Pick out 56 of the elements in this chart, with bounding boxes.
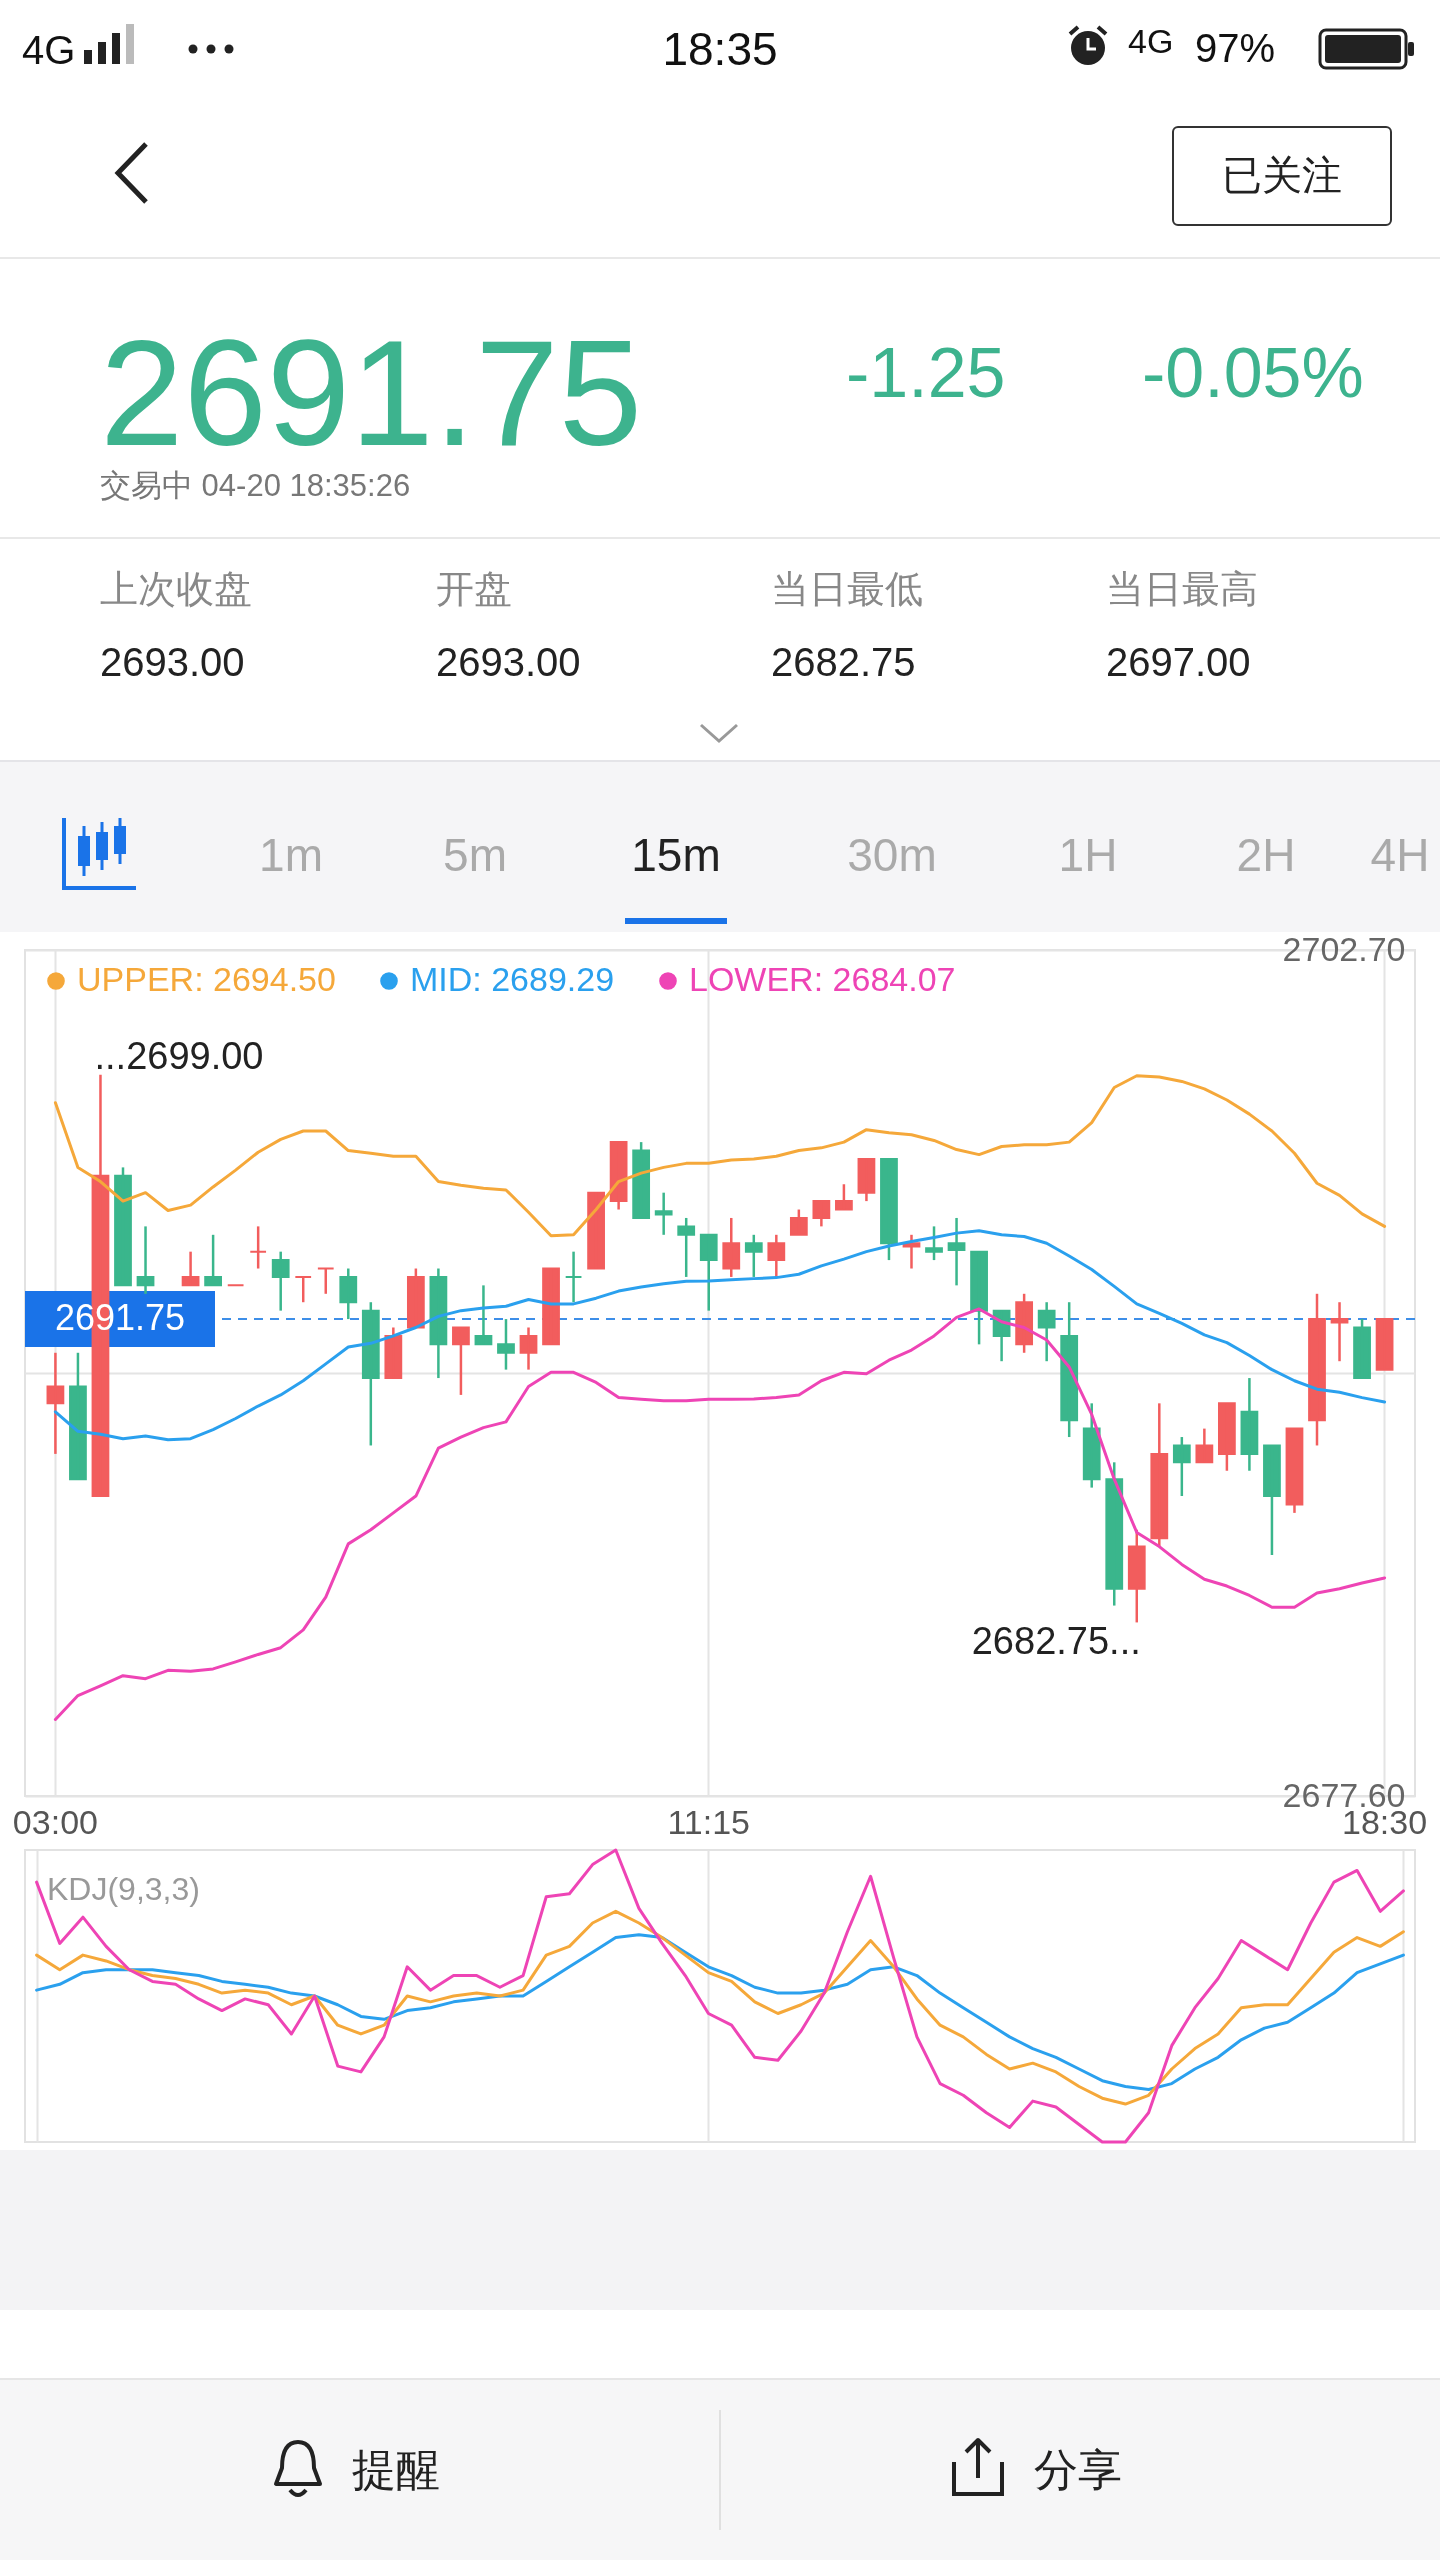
candlestick [452, 1326, 470, 1397]
y-tick-label: 2702.70 [1282, 929, 1406, 968]
candlestick [677, 1216, 696, 1279]
candlestick [835, 1183, 853, 1211]
text: 2682.75 [771, 640, 916, 684]
text: 4G [1128, 22, 1174, 60]
candlestick [654, 1191, 673, 1237]
text: 已关注 [1222, 153, 1342, 197]
candlestick [564, 1250, 583, 1304]
candlestick [880, 1157, 898, 1262]
candlestick [204, 1233, 222, 1287]
candlestick [1375, 1318, 1394, 1371]
candlestick [744, 1233, 763, 1279]
text: 提醒 [352, 2445, 440, 2494]
text: -0.05% [1142, 334, 1364, 412]
text: 当日最低 [771, 568, 923, 610]
text: 开盘 [436, 568, 512, 610]
text: 1H [1058, 829, 1118, 881]
x-tick-label: 11:15 [667, 1802, 751, 1841]
legend-label: LOWER: 2684.07 [689, 960, 956, 998]
text: -1.25 [846, 334, 1006, 412]
candlestick [249, 1225, 268, 1270]
text: 15m [631, 829, 721, 881]
text: 2H [1236, 829, 1296, 881]
candlestick [1263, 1444, 1281, 1557]
text: KDJ(9,3,3) [47, 1871, 200, 1907]
candlestick [542, 1267, 560, 1346]
text: 2697.00 [1106, 640, 1251, 684]
candlestick [294, 1275, 313, 1304]
x-tick-label: 03:00 [12, 1802, 98, 1841]
text: 97% [1195, 26, 1276, 70]
legend-label: MID: 2689.29 [410, 960, 615, 998]
line-series [53, 1074, 1387, 1238]
annotation: ...2699.00 [94, 1034, 264, 1077]
candlestick [497, 1317, 515, 1371]
text: 当日最高 [1106, 568, 1258, 610]
text: 2693.00 [436, 640, 581, 684]
text: 4G [22, 28, 76, 72]
annotation: 2682.75... [971, 1620, 1141, 1663]
candlestick [1218, 1402, 1236, 1472]
text: 18:35 [662, 23, 778, 75]
text: 5m [443, 829, 507, 881]
text: 30m [847, 829, 937, 881]
text: 2693.00 [100, 640, 245, 684]
candlestick [1172, 1435, 1191, 1498]
candlestick [587, 1191, 605, 1270]
legend-label: UPPER: 2694.50 [77, 960, 336, 998]
candlestick [925, 1225, 943, 1262]
line-series [53, 1229, 1387, 1442]
candlestick [1353, 1317, 1371, 1380]
text: 1m [259, 829, 323, 881]
text: 4H [1370, 829, 1430, 881]
text: 分享 [1034, 2445, 1122, 2494]
candlestick [789, 1208, 808, 1237]
text: 上次收盘 [100, 568, 252, 610]
candlestick [316, 1267, 335, 1296]
